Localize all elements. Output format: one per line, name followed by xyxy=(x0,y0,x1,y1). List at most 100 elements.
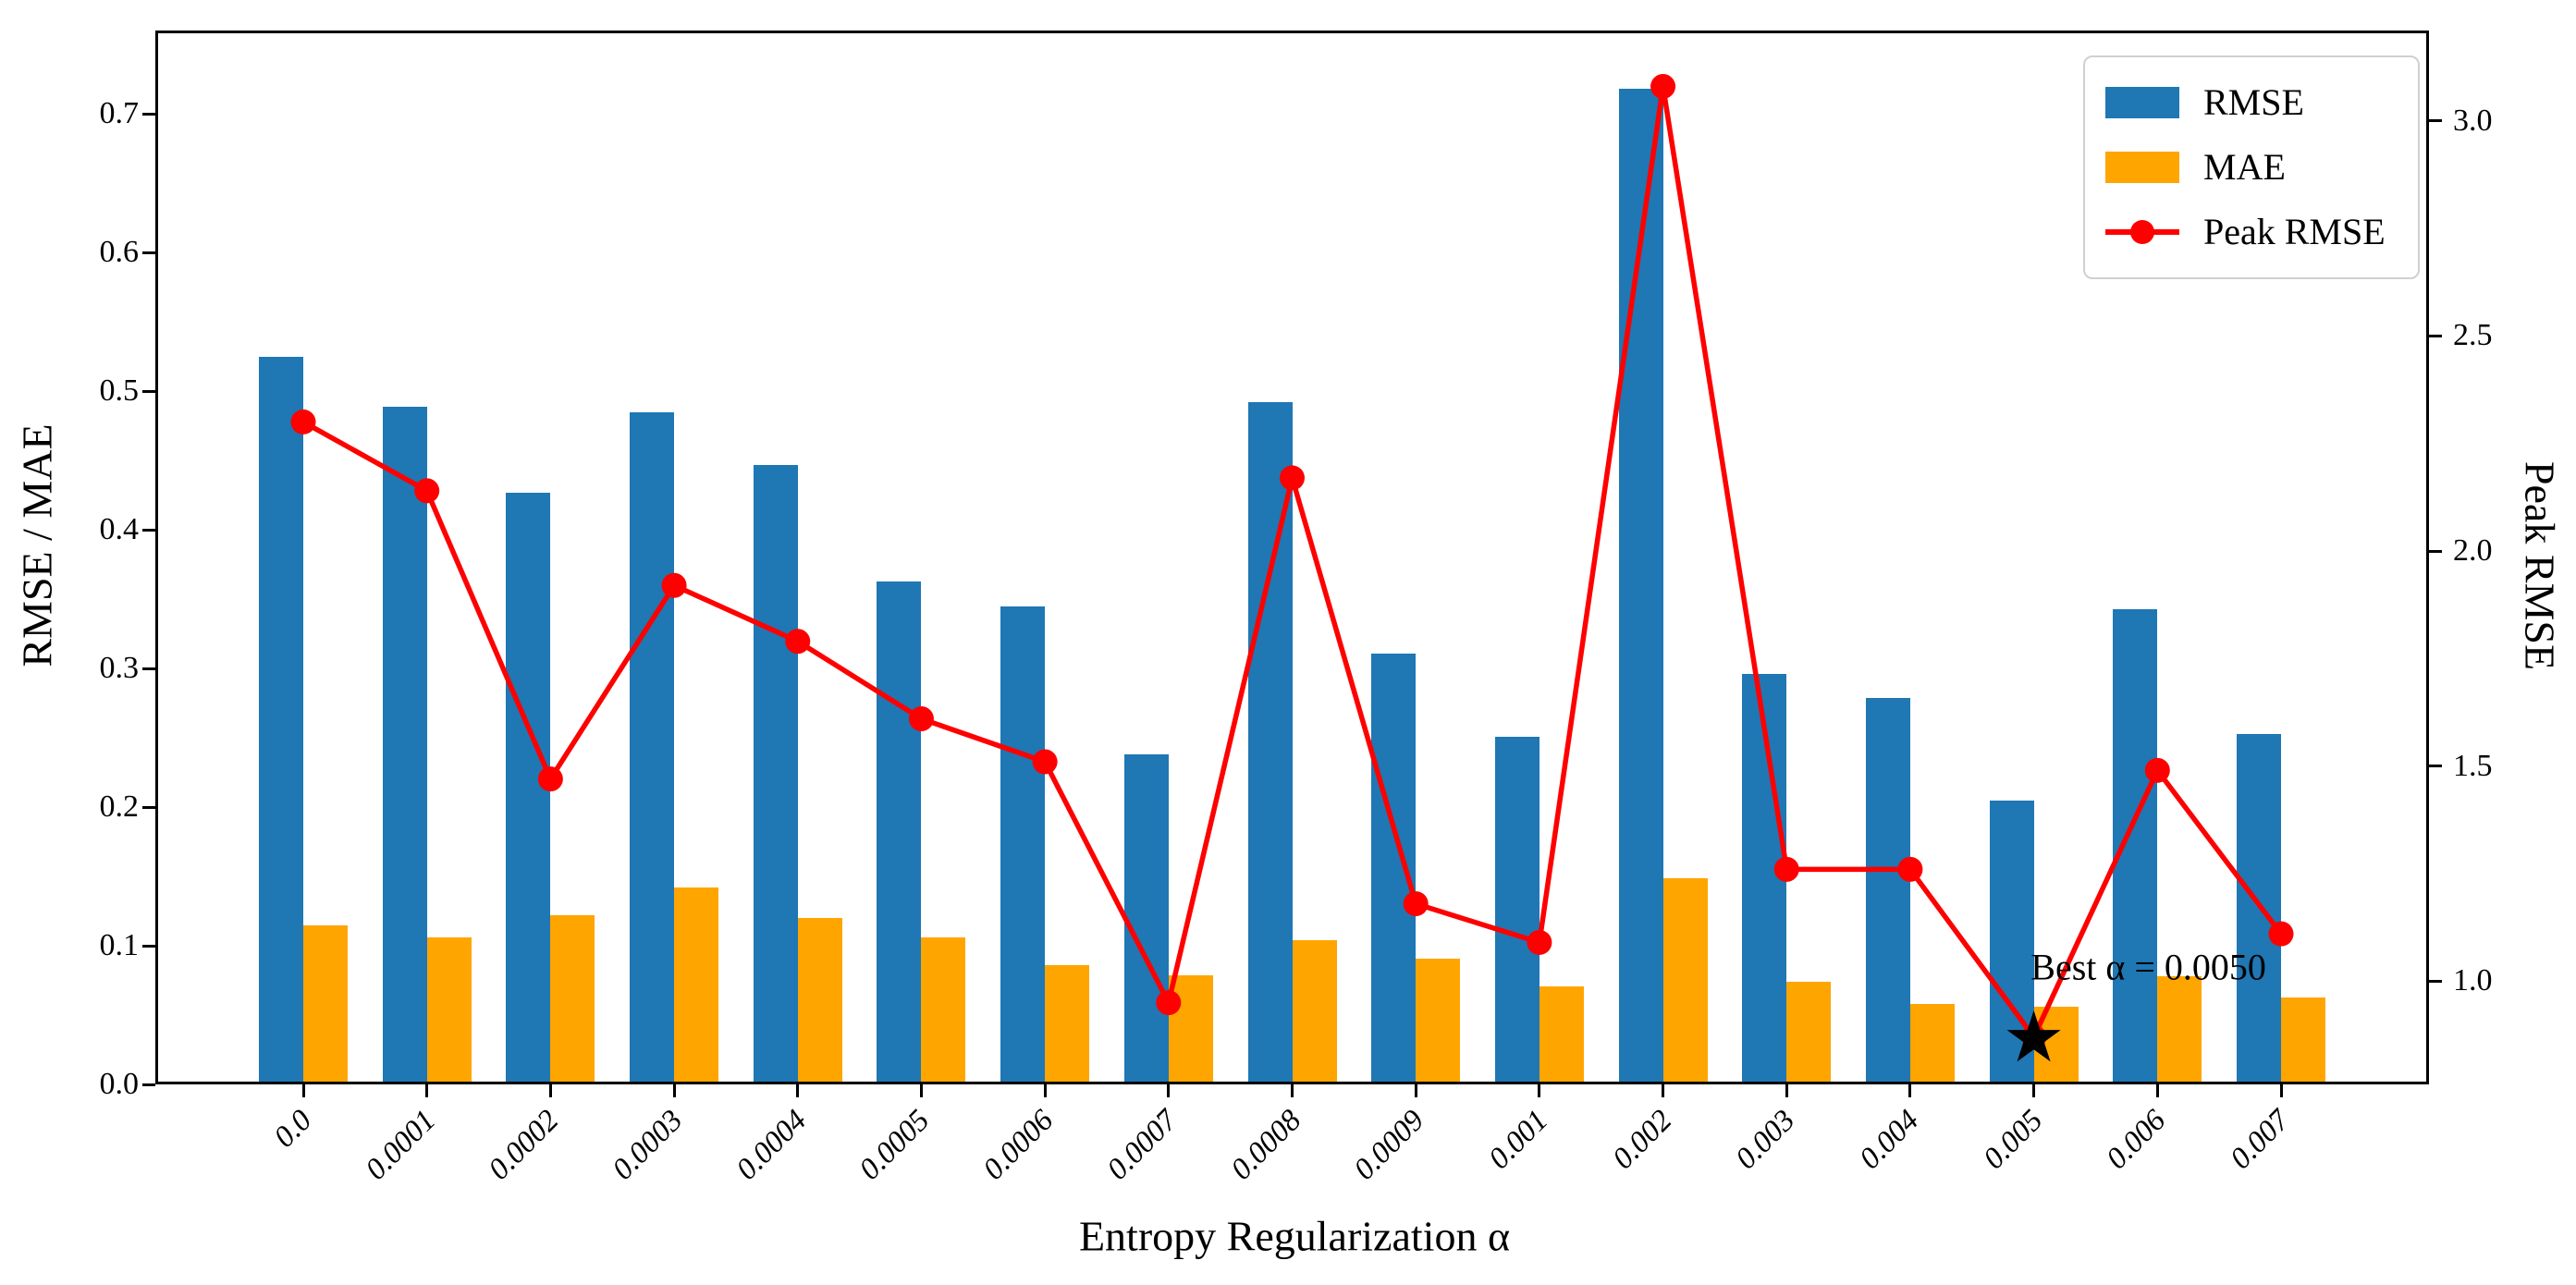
mae-bar xyxy=(1045,965,1090,1084)
left-y-tick-label: 0.5 xyxy=(99,373,140,408)
peak-rmse-line xyxy=(301,86,2284,1043)
legend-line-marker-icon xyxy=(2105,216,2179,248)
best-alpha-annotation: Best α = 0.0050 xyxy=(2030,946,2266,988)
left-y-tick xyxy=(142,805,155,809)
left-y-tick xyxy=(142,251,155,254)
left-y-tick-label: 0.1 xyxy=(99,928,140,962)
rmse-bar xyxy=(1123,754,1169,1084)
rmse-bar xyxy=(506,492,551,1084)
left-y-tick-label: 0.6 xyxy=(99,235,140,269)
x-tick-label: 0.0008 xyxy=(1224,1103,1307,1187)
legend-item-peak-rmse: Peak RMSE xyxy=(2105,214,2398,251)
right-y-tick-label: 1.0 xyxy=(2453,963,2493,998)
legend-label: RMSE xyxy=(2203,81,2304,123)
x-tick xyxy=(1291,1084,1294,1097)
left-y-tick xyxy=(142,667,155,670)
mae-bar xyxy=(426,937,472,1084)
x-tick xyxy=(1908,1084,1912,1097)
x-tick-label: 0.001 xyxy=(1482,1103,1555,1176)
legend-dot-icon xyxy=(2130,220,2154,244)
left-y-tick xyxy=(142,389,155,393)
left-y-tick xyxy=(142,944,155,948)
x-tick-label: 0.002 xyxy=(1605,1103,1678,1176)
x-tick-label: 0.003 xyxy=(1729,1103,1802,1176)
left-y-tick-label: 0.2 xyxy=(99,789,140,824)
x-tick-label: 0.0003 xyxy=(606,1103,690,1187)
mae-bar xyxy=(674,887,719,1084)
x-tick-label: 0.0 xyxy=(267,1103,319,1155)
x-tick-label: 0.004 xyxy=(1853,1103,1926,1176)
rmse-bar xyxy=(877,581,922,1084)
x-axis-title: Entropy Regularization α xyxy=(1078,1212,1511,1260)
mae-bar xyxy=(1168,974,1213,1084)
right-y-tick xyxy=(2429,334,2442,337)
legend: RMSE MAE Peak RMSE xyxy=(2083,55,2420,279)
rmse-bar xyxy=(1742,674,1787,1084)
mae-bar xyxy=(1909,1004,1955,1084)
right-y-tick xyxy=(2429,765,2442,768)
left-y-tick-label: 0.7 xyxy=(99,96,140,130)
legend-label: Peak RMSE xyxy=(2203,211,2386,252)
mae-bar xyxy=(303,924,348,1084)
rmse-bar xyxy=(1000,606,1046,1084)
x-tick xyxy=(1538,1084,1541,1097)
x-tick-label: 0.0007 xyxy=(1100,1103,1184,1187)
legend-swatch-icon xyxy=(2105,152,2179,183)
x-tick xyxy=(672,1084,676,1097)
left-y-tick xyxy=(142,528,155,532)
rmse-bar xyxy=(2237,733,2281,1084)
rmse-bar xyxy=(1371,653,1417,1084)
rmse-bar xyxy=(753,464,798,1084)
x-tick-label: 0.0009 xyxy=(1347,1103,1431,1187)
x-tick xyxy=(548,1084,552,1097)
x-tick-label: 0.0002 xyxy=(483,1103,566,1187)
mae-bar xyxy=(550,915,595,1084)
mae-bar xyxy=(1292,940,1337,1084)
rmse-bar xyxy=(1618,89,1663,1084)
legend-label: MAE xyxy=(2203,146,2286,188)
mae-bar xyxy=(2157,976,2202,1084)
right-y-tick xyxy=(2429,119,2442,123)
x-tick xyxy=(1785,1084,1788,1097)
mae-bar xyxy=(1416,958,1461,1084)
legend-item-rmse: RMSE xyxy=(2105,84,2398,121)
left-y-tick xyxy=(142,112,155,116)
right-y-tick-label: 1.5 xyxy=(2453,748,2493,783)
x-tick-label: 0.0001 xyxy=(359,1103,443,1187)
right-y-tick-label: 2.0 xyxy=(2453,533,2493,569)
x-tick xyxy=(1414,1084,1417,1097)
right-y-tick-label: 2.5 xyxy=(2453,318,2493,353)
mae-bar xyxy=(2281,997,2325,1084)
right-y-tick xyxy=(2429,549,2442,553)
x-tick xyxy=(919,1084,923,1097)
x-tick xyxy=(796,1084,800,1097)
x-tick-label: 0.006 xyxy=(2100,1103,2173,1176)
mae-bar xyxy=(797,918,842,1084)
legend-swatch-icon xyxy=(2105,87,2179,118)
rmse-bar xyxy=(1247,402,1293,1084)
rmse-bar xyxy=(2113,608,2158,1084)
rmse-bar xyxy=(1865,697,1910,1084)
x-tick-label: 0.0005 xyxy=(853,1103,937,1187)
right-y-tick xyxy=(2429,979,2442,983)
rmse-bar xyxy=(259,356,303,1084)
right-axis-title: Peak RMSE xyxy=(2516,460,2564,671)
right-y-tick-label: 3.0 xyxy=(2453,103,2493,138)
x-tick xyxy=(1662,1084,1665,1097)
x-tick-label: 0.007 xyxy=(2224,1103,2297,1176)
left-y-tick-label: 0.0 xyxy=(99,1067,140,1101)
best-alpha-star-icon: ★ xyxy=(2002,995,2066,1078)
x-tick xyxy=(2155,1084,2159,1097)
x-tick xyxy=(301,1084,305,1097)
mae-bar xyxy=(1786,982,1832,1084)
x-tick xyxy=(2279,1084,2283,1097)
x-tick-label: 0.005 xyxy=(1977,1103,2049,1176)
mae-bar xyxy=(1662,877,1708,1084)
left-y-tick xyxy=(142,1083,155,1086)
rmse-bar xyxy=(630,411,675,1084)
x-tick-label: 0.0004 xyxy=(730,1103,814,1187)
x-tick xyxy=(1167,1084,1171,1097)
x-tick xyxy=(2032,1084,2036,1097)
x-tick xyxy=(1043,1084,1047,1097)
